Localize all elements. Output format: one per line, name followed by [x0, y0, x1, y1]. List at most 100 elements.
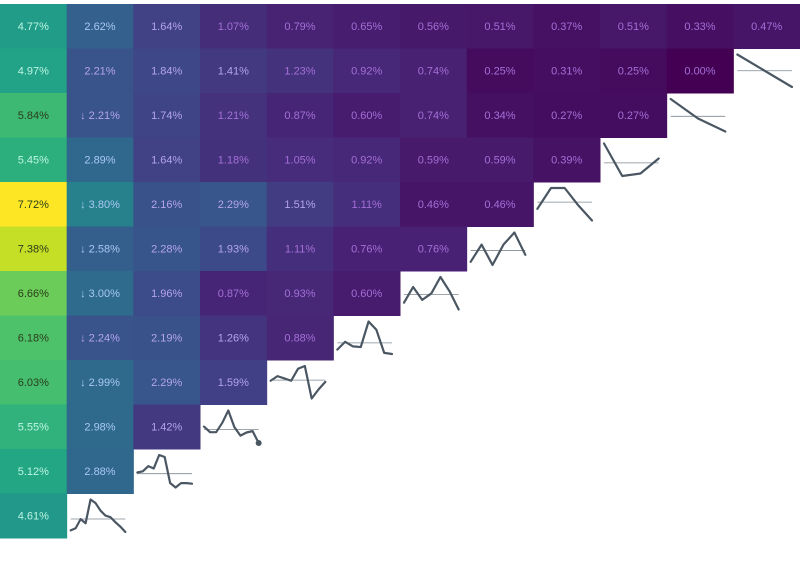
heatmap-label-r6-c3: 0.87% — [218, 288, 249, 300]
heatmap-label-r4-c6: 0.46% — [418, 199, 449, 211]
heatmap-cell-r3-c0 — [0, 137, 68, 183]
heatmap-label-r5-c1: ↓ 2.58% — [80, 244, 120, 256]
heatmap-label-r1-c1: 2.21% — [84, 66, 115, 78]
heatmap-label-r0-c1: 2.62% — [84, 21, 115, 33]
heatmap-label-r0-c5: 0.65% — [351, 21, 382, 33]
heatmap-label-r7-c4: 0.88% — [284, 333, 315, 345]
heatmap-cell-r3-c6 — [400, 137, 468, 183]
heatmap-cell-r0-c7 — [466, 4, 534, 49]
heatmap-cell-r3-c1 — [66, 137, 134, 183]
heatmap-cell-r3-c4 — [266, 137, 334, 183]
heatmap-cell-r0-c10 — [666, 4, 734, 49]
heatmap-label-r6-c5: 0.60% — [351, 288, 382, 300]
heatmap-label-r7-c0: 6.18% — [18, 333, 49, 345]
heatmap-label-r7-c3: 1.26% — [218, 333, 249, 345]
heatmap-cell-r1-c1 — [66, 48, 134, 94]
sparkline-11 — [69, 498, 127, 534]
heatmap-label-r5-c4: 1.11% — [285, 244, 316, 256]
heatmap-label-r5-c6: 0.76% — [418, 244, 449, 256]
heatmap-label-r3-c3: 1.18% — [218, 155, 249, 167]
heatmap-cell-r10-c0 — [0, 449, 68, 494]
heatmap-label-r0-c8: 0.37% — [551, 21, 582, 33]
heatmap-cell-r4-c2 — [133, 182, 201, 227]
heatmap-cell-r1-c0 — [0, 48, 68, 94]
heatmap-label-r7-c2: 2.19% — [151, 333, 182, 345]
heatmap-label-r0-c10: 0.33% — [684, 21, 715, 33]
heatmap-cell-r4-c1 — [66, 182, 134, 227]
heatmap-cell-r0-c4 — [266, 4, 334, 49]
heatmap-cell-r3-c2 — [133, 137, 201, 183]
heatmap-label-r4-c7: 0.46% — [484, 199, 515, 211]
heatmap-cell-r7-c0 — [0, 315, 68, 361]
heatmap-cell-r2-c8 — [533, 93, 601, 138]
heatmap-cell-r4-c0 — [0, 182, 68, 227]
heatmap-cell-r2-c4 — [266, 93, 334, 138]
heatmap-cell-r9-c2 — [133, 404, 201, 450]
heatmap-cell-r8-c1 — [66, 360, 134, 405]
heatmap-label-r1-c8: 0.31% — [551, 66, 582, 78]
heatmap-label-r2-c0: 5.84% — [18, 110, 49, 122]
heatmap-cell-r4-c3 — [200, 182, 268, 227]
heatmap-cell-r2-c9 — [600, 93, 668, 138]
heatmap-cell-r4-c4 — [266, 182, 334, 227]
heatmap-label-r6-c4: 0.93% — [284, 288, 315, 300]
heatmap-label-r1-c6: 0.74% — [418, 66, 449, 78]
heatmap-cell-r2-c3 — [200, 93, 268, 138]
heatmap-cell-r7-c4 — [266, 315, 334, 361]
heatmap-cell-r5-c1 — [66, 226, 134, 272]
heatmap-cell-r1-c10 — [666, 48, 734, 94]
heatmap-label-r2-c3: 1.21% — [218, 110, 249, 122]
sparkline-6 — [402, 275, 460, 311]
heatmap-label-r0-c6: 0.56% — [418, 21, 449, 33]
heatmap-cell-r0-c0 — [0, 4, 68, 49]
heatmap-cell-r8-c2 — [133, 360, 201, 405]
heatmap-cells: 4.77% 2.62% 1.64% 1.07% 0.79% 0.65% 0.56% 0.51%… — [0, 4, 800, 539]
heatmap-cell-r10-c1 — [66, 449, 134, 494]
heatmap-cell-r3-c8 — [533, 137, 601, 183]
heatmap-label-r3-c0: 5.45% — [18, 155, 49, 167]
heatmap-label-r5-c2: 2.28% — [151, 244, 182, 256]
heatmap-cell-r9-c1 — [66, 404, 134, 450]
heatmap-cell-r6-c3 — [200, 271, 268, 316]
sparkline-end-dot-9 — [255, 440, 262, 446]
heatmap-label-r6-c0: 6.66% — [18, 288, 49, 300]
heatmap-cell-r5-c6 — [400, 226, 468, 272]
heatmap-cell-r1-c9 — [600, 48, 668, 94]
heatmap-label-r1-c10: 0.00% — [684, 66, 715, 78]
heatmap-cell-r0-c11 — [733, 4, 800, 49]
sparkline-5 — [469, 231, 527, 267]
heatmap-label-r4-c3: 2.29% — [218, 199, 249, 211]
heatmap-label-r2-c4: 0.87% — [284, 110, 315, 122]
heatmap-label-r1-c5: 0.92% — [351, 66, 382, 78]
heatmap-cell-r5-c3 — [200, 226, 268, 272]
heatmap-cell-r6-c1 — [66, 271, 134, 316]
heatmap-cell-r5-c5 — [333, 226, 401, 272]
heatmap-cell-r6-c4 — [266, 271, 334, 316]
heatmap-label-r5-c3: 1.93% — [218, 244, 249, 256]
heatmap-label-r1-c9: 0.25% — [618, 66, 649, 78]
heatmap-cell-r7-c2 — [133, 315, 201, 361]
heatmap-label-r11-c0: 4.61% — [18, 511, 49, 523]
heatmap-label-r4-c4: 1.51% — [284, 199, 315, 211]
sparkline-3 — [602, 142, 660, 178]
heatmap-label-r8-c3: 1.59% — [218, 377, 249, 389]
heatmap-cell-r7-c1 — [66, 315, 134, 361]
heatmap-label-r1-c3: 1.41% — [218, 66, 249, 78]
heatmap-label-r0-c3: 1.07% — [218, 21, 249, 33]
heatmap-label-r6-c2: 1.96% — [151, 288, 182, 300]
heatmap-label-r9-c1: 2.98% — [84, 422, 115, 434]
heatmap-cell-r1-c6 — [400, 48, 468, 94]
heatmap-cell-r4-c7 — [466, 182, 534, 227]
heatmap-label-r3-c7: 0.59% — [484, 155, 515, 167]
heatmap-cell-r0-c8 — [533, 4, 601, 49]
heatmap-cell-r2-c7 — [466, 93, 534, 138]
heatmap-cell-r3-c3 — [200, 137, 268, 183]
heatmap-label-r9-c0: 5.55% — [18, 422, 49, 434]
heatmap-cell-r1-c4 — [266, 48, 334, 94]
sparkline-2 — [669, 97, 727, 133]
heatmap-cell-r1-c3 — [200, 48, 268, 94]
heatmap-cell-r2-c0 — [0, 93, 68, 138]
heatmap-label-r5-c0: 7.38% — [18, 244, 49, 256]
heatmap-label-r8-c1: ↓ 2.99% — [80, 377, 120, 389]
heatmap-cell-r1-c7 — [466, 48, 534, 94]
